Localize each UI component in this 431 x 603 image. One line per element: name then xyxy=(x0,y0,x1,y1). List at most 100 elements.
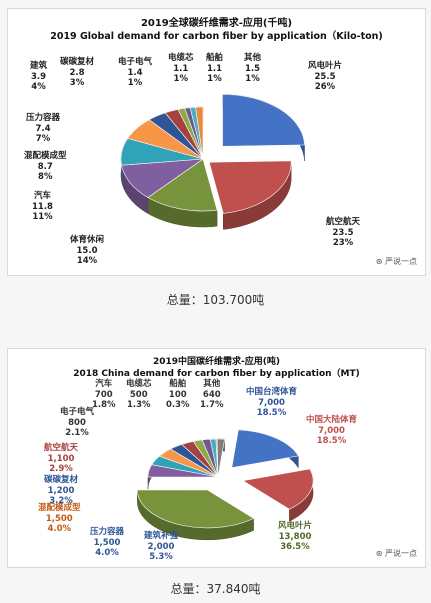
pie-slice-wind xyxy=(137,489,255,529)
slice-value: 1,500 xyxy=(45,513,73,524)
slice-name: 船舶 xyxy=(169,379,187,389)
slice-value: 2,000 xyxy=(147,541,175,552)
slice-value: 500 xyxy=(129,389,148,400)
slice-value: 11.8 xyxy=(32,201,53,212)
slice-name: 压力容器 xyxy=(90,527,125,537)
slice-percent: 1% xyxy=(173,74,188,84)
watermark: ⊛ 严说一点 xyxy=(375,549,417,558)
slice-value: 640 xyxy=(202,389,221,400)
slice-percent: 18.5% xyxy=(316,436,347,446)
pie-slice-sports xyxy=(147,158,218,212)
slice-percent: 2.1% xyxy=(65,428,89,438)
chart-subtitle: 2019 Global demand for carbon fiber by a… xyxy=(50,31,383,42)
slice-name: 中国台湾体育 xyxy=(246,387,298,397)
slice-value: 23.5 xyxy=(332,227,354,238)
slice-label-pressure: 压力容器 1,500 4.0% xyxy=(90,527,124,559)
slice-label-molding: 混配模成型 8.7 8% xyxy=(24,151,67,183)
slice-percent: 14% xyxy=(76,256,98,266)
slice-percent: 11% xyxy=(32,212,53,222)
slice-label-construction: 建筑 3.9 4% xyxy=(30,61,47,93)
pie-slice-other xyxy=(216,438,225,478)
slice-name: 混配模成型 xyxy=(24,151,67,161)
chart-title: 2019中国碳纤维需求-应用(吨) xyxy=(152,357,280,367)
slice-name: 中国大陆体育 xyxy=(306,415,358,425)
slice-label-ship: 船舶 100 0.3% xyxy=(166,379,190,411)
slice-value: 7,000 xyxy=(258,397,285,408)
slice-name: 航空航天 xyxy=(44,443,79,453)
slice-name: 电缆芯 xyxy=(168,53,194,63)
slice-percent: 0.3% xyxy=(166,400,190,410)
chart-subtitle: 2018 China demand for carbon fiber by ap… xyxy=(73,369,360,379)
slice-percent: 4.0% xyxy=(47,524,72,534)
slice-percent: 1% xyxy=(207,74,222,84)
slice-percent: 18.5% xyxy=(256,408,287,418)
slice-value: 1.4 xyxy=(127,67,143,78)
slice-percent: 8% xyxy=(38,172,53,182)
slice-value: 2.8 xyxy=(69,67,85,78)
slice-label-other: 其他 1.5 1% xyxy=(244,53,261,85)
slice-percent: 7% xyxy=(35,134,51,144)
watermark: ⊛ 严说一点 xyxy=(375,257,417,266)
slice-name: 建筑 xyxy=(30,61,48,71)
slice-name: 航空航天 xyxy=(326,217,361,227)
slice-value: 800 xyxy=(68,417,86,428)
china-demand-chart-panel: 2019中国碳纤维需求-应用(吨) 2018 China demand for … xyxy=(7,348,426,568)
slice-label-other: 其他 640 1.7% xyxy=(200,379,224,411)
pie-slice-cn xyxy=(242,468,314,510)
slice-value: 1.5 xyxy=(244,63,261,74)
slice-name: 船舶 xyxy=(206,53,224,63)
slice-label-ship: 船舶 1.1 1% xyxy=(206,53,223,85)
slice-value: 8.7 xyxy=(37,161,53,172)
slice-name: 混配模成型 xyxy=(38,503,81,513)
slice-label-ccc: 碳碳复材 2.8 3% xyxy=(60,57,94,89)
slice-percent: 1.8% xyxy=(92,400,116,410)
slice-label-cable: 电缆芯 500 1.3% xyxy=(126,379,152,411)
china-total: 总量：37.840吨 xyxy=(170,582,261,596)
slice-value: 7,000 xyxy=(318,425,345,436)
slice-name: 风电叶片 xyxy=(308,61,343,71)
pie-slice-wind xyxy=(222,93,305,147)
slice-value: 3.9 xyxy=(30,71,47,82)
slice-label-electronics: 电子电气 1.4 1% xyxy=(118,57,152,89)
slice-percent: 3% xyxy=(69,78,85,88)
slice-percent: 1.3% xyxy=(126,400,151,410)
watermark-text: 严说一点 xyxy=(385,257,417,266)
china-pie-chart xyxy=(137,429,314,541)
slice-value: 700 xyxy=(94,389,113,400)
slice-value: 1.1 xyxy=(173,63,189,74)
slice-name: 其他 xyxy=(244,53,262,63)
slice-name: 电缆芯 xyxy=(126,379,152,389)
slice-label-cable: 电缆芯 1.1 1% xyxy=(168,53,194,85)
pie-slice-other xyxy=(195,106,204,160)
slice-percent: 1% xyxy=(127,78,143,88)
slice-name: 碳碳复材 xyxy=(60,57,95,67)
slice-name: 压力容器 xyxy=(26,113,61,123)
global-demand-chart-panel: 2019全球碳纤维需求-应用(千吨) 2019 Global demand fo… xyxy=(7,8,426,276)
slice-percent: 5.3% xyxy=(149,552,173,562)
slice-percent: 1% xyxy=(245,74,260,84)
slice-label-wind: 风电叶片 25.5 26% xyxy=(308,61,342,93)
slice-name: 汽车 xyxy=(95,379,113,389)
slice-value: 1.1 xyxy=(206,63,223,74)
slice-label-cn: 中国大陆体育 7,000 18.5% xyxy=(306,415,357,447)
slice-name: 风电叶片 xyxy=(278,521,313,531)
slice-label-sports: 体育休闲 15.0 14% xyxy=(70,235,104,267)
slice-percent: 36.5% xyxy=(280,542,310,552)
slice-percent: 1.7% xyxy=(200,400,224,410)
slice-label-auto: 汽车 11.8 11% xyxy=(32,191,53,223)
slice-name: 其他 xyxy=(203,379,221,389)
slice-value: 1,100 xyxy=(47,453,75,464)
slice-percent: 4.0% xyxy=(95,548,119,558)
slice-label-pressure: 压力容器 7.4 7% xyxy=(26,113,60,145)
global-total: 总量：103.700吨 xyxy=(166,293,265,307)
slice-value: 1,200 xyxy=(47,485,75,496)
slice-name: 电子电气 xyxy=(118,57,153,67)
slice-label-repair: 建筑补强 2,000 5.3% xyxy=(144,531,178,563)
slice-label-electronics: 电子电气 800 2.1% xyxy=(60,407,94,439)
slice-value: 7.4 xyxy=(35,123,51,134)
slice-label-tw: 中国台湾体育 7,000 18.5% xyxy=(246,387,297,419)
slice-percent: 26% xyxy=(314,82,336,92)
slice-label-aero: 航空航天 23.5 23% xyxy=(326,217,360,249)
pie-slice-aero xyxy=(208,160,292,214)
slice-label-auto: 汽车 700 1.8% xyxy=(92,379,116,411)
